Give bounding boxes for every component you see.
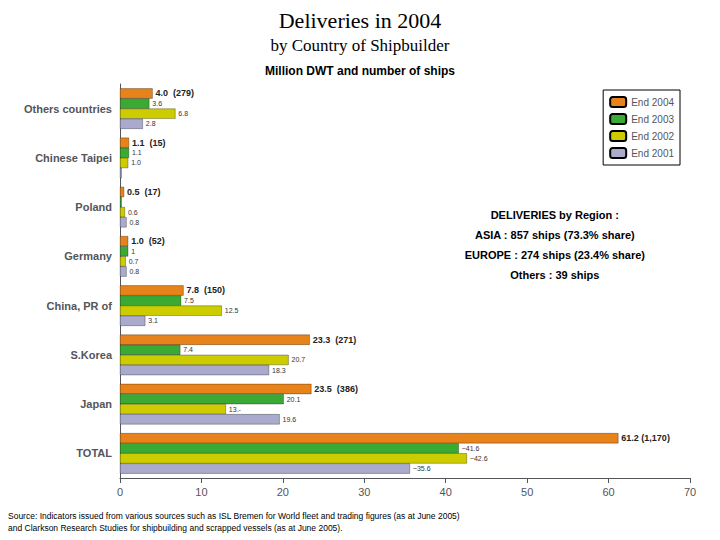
svg-text:60: 60 (602, 486, 614, 498)
svg-text:23.3 (271): 23.3 (271) (313, 335, 357, 345)
svg-text:Poland: Poland (75, 201, 112, 213)
svg-text:Deliveries in 2004: Deliveries in 2004 (279, 8, 442, 33)
svg-text:End 2003: End 2003 (631, 114, 674, 125)
svg-text:2.8: 2.8 (146, 120, 156, 127)
svg-text:6.8: 6.8 (178, 110, 188, 117)
svg-text:3.6: 3.6 (152, 100, 162, 107)
svg-text:1: 1 (131, 248, 135, 255)
svg-text:Others countries: Others countries (24, 103, 112, 115)
svg-text:1.1: 1.1 (132, 149, 142, 156)
svg-text:20.7: 20.7 (292, 356, 306, 363)
svg-text:EUROPE : 274 ships (23.4% shar: EUROPE : 274 ships (23.4% share) (465, 249, 646, 261)
svg-text:Source: Indicators issued from: Source: Indicators issued from various s… (8, 511, 460, 521)
svg-text:3.1: 3.1 (148, 317, 158, 324)
svg-text:0.7: 0.7 (129, 258, 139, 265)
svg-text:DELIVERIES by Region :: DELIVERIES by Region : (491, 209, 619, 221)
svg-text:0.8: 0.8 (130, 268, 140, 275)
svg-text:50: 50 (521, 486, 533, 498)
svg-text:12.5: 12.5 (225, 307, 239, 314)
svg-text:ASIA : 857 ships (73.3% share): ASIA : 857 ships (73.3% share) (475, 229, 635, 241)
svg-text:0.5 (17): 0.5 (17) (127, 187, 161, 197)
svg-text:Germany: Germany (64, 250, 113, 262)
svg-text:1.1 (15): 1.1 (15) (132, 138, 166, 148)
svg-text:61.2 (1,170): 61.2 (1,170) (621, 433, 670, 443)
svg-text:~35.6: ~35.6 (413, 465, 431, 472)
svg-text:4.0 (279): 4.0 (279) (156, 88, 195, 98)
svg-text:End 2002: End 2002 (631, 131, 674, 142)
svg-text:1.0: 1.0 (131, 159, 141, 166)
svg-text:TOTAL: TOTAL (76, 447, 112, 459)
svg-text:End 2004: End 2004 (631, 97, 674, 108)
svg-text:by Country of Shipbuilder: by Country of Shipbuilder (271, 36, 450, 55)
svg-text:7.5: 7.5 (184, 297, 194, 304)
svg-text:20.1: 20.1 (287, 396, 301, 403)
svg-text:Japan: Japan (80, 398, 112, 410)
svg-text:Million DWT and number of ship: Million DWT and number of ships (265, 64, 455, 78)
svg-text:20: 20 (277, 486, 289, 498)
svg-text:~42.6: ~42.6 (470, 455, 488, 462)
svg-text:10: 10 (195, 486, 207, 498)
svg-text:0.6: 0.6 (128, 209, 138, 216)
svg-text:S.Korea: S.Korea (70, 349, 112, 361)
svg-text:19.6: 19.6 (283, 416, 297, 423)
svg-text:Others : 39 ships: Others : 39 ships (510, 269, 599, 281)
svg-text:13.-: 13.- (229, 406, 242, 413)
svg-text:7.8 (150): 7.8 (150) (187, 285, 226, 295)
svg-text:23.5 (386): 23.5 (386) (314, 384, 358, 394)
svg-text:Chinese Taipei: Chinese Taipei (35, 152, 112, 164)
svg-text:~41.6: ~41.6 (462, 445, 480, 452)
svg-text:40: 40 (440, 486, 452, 498)
svg-text:0.8: 0.8 (130, 219, 140, 226)
svg-text:7.4: 7.4 (183, 346, 193, 353)
svg-text:1.0 (52): 1.0 (52) (131, 236, 165, 246)
svg-text:China, PR of: China, PR of (47, 300, 113, 312)
svg-text:and Clarkson Research Studies: and Clarkson Research Studies for shipbu… (8, 523, 343, 533)
svg-text:End 2001: End 2001 (631, 148, 674, 159)
svg-text:70: 70 (684, 486, 696, 498)
svg-text:30: 30 (358, 486, 370, 498)
svg-text:0: 0 (117, 486, 123, 498)
svg-text:18.3: 18.3 (272, 367, 286, 374)
